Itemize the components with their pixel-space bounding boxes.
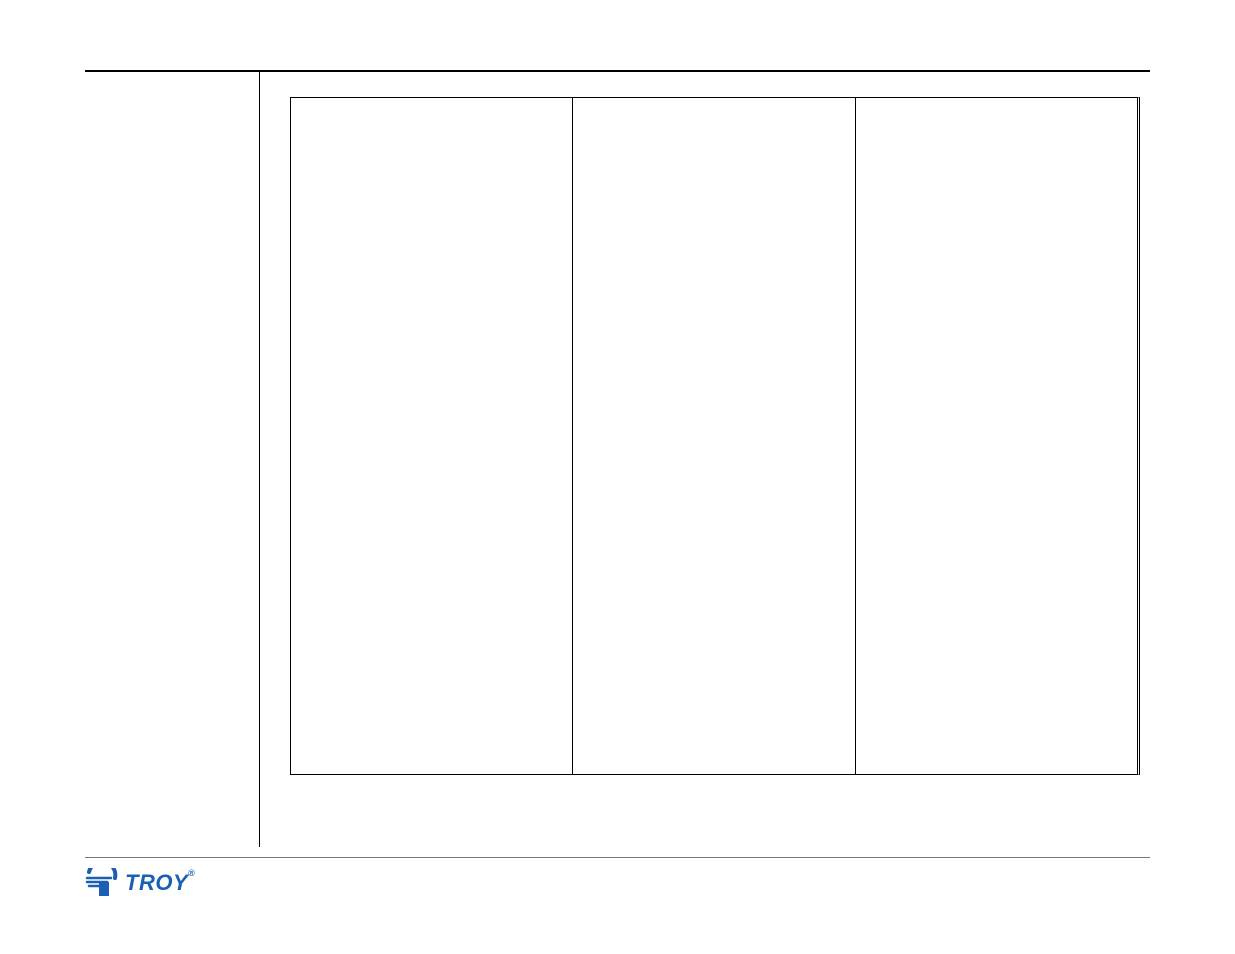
footer-rule: [85, 857, 1150, 858]
table-column-2: [573, 98, 855, 774]
table-column-1: [291, 98, 573, 774]
brand-logo-icon: [85, 868, 119, 898]
table-column-3: [856, 98, 1137, 774]
table-frame: [290, 97, 1140, 775]
page: TROY®: [0, 0, 1235, 954]
brand-logo: TROY®: [85, 868, 195, 898]
sidebar: [85, 72, 260, 847]
registered-mark: ®: [188, 868, 195, 878]
brand-logo-text: TROY®: [125, 870, 195, 896]
main-area: [260, 72, 1150, 847]
content-area: [85, 72, 1150, 847]
